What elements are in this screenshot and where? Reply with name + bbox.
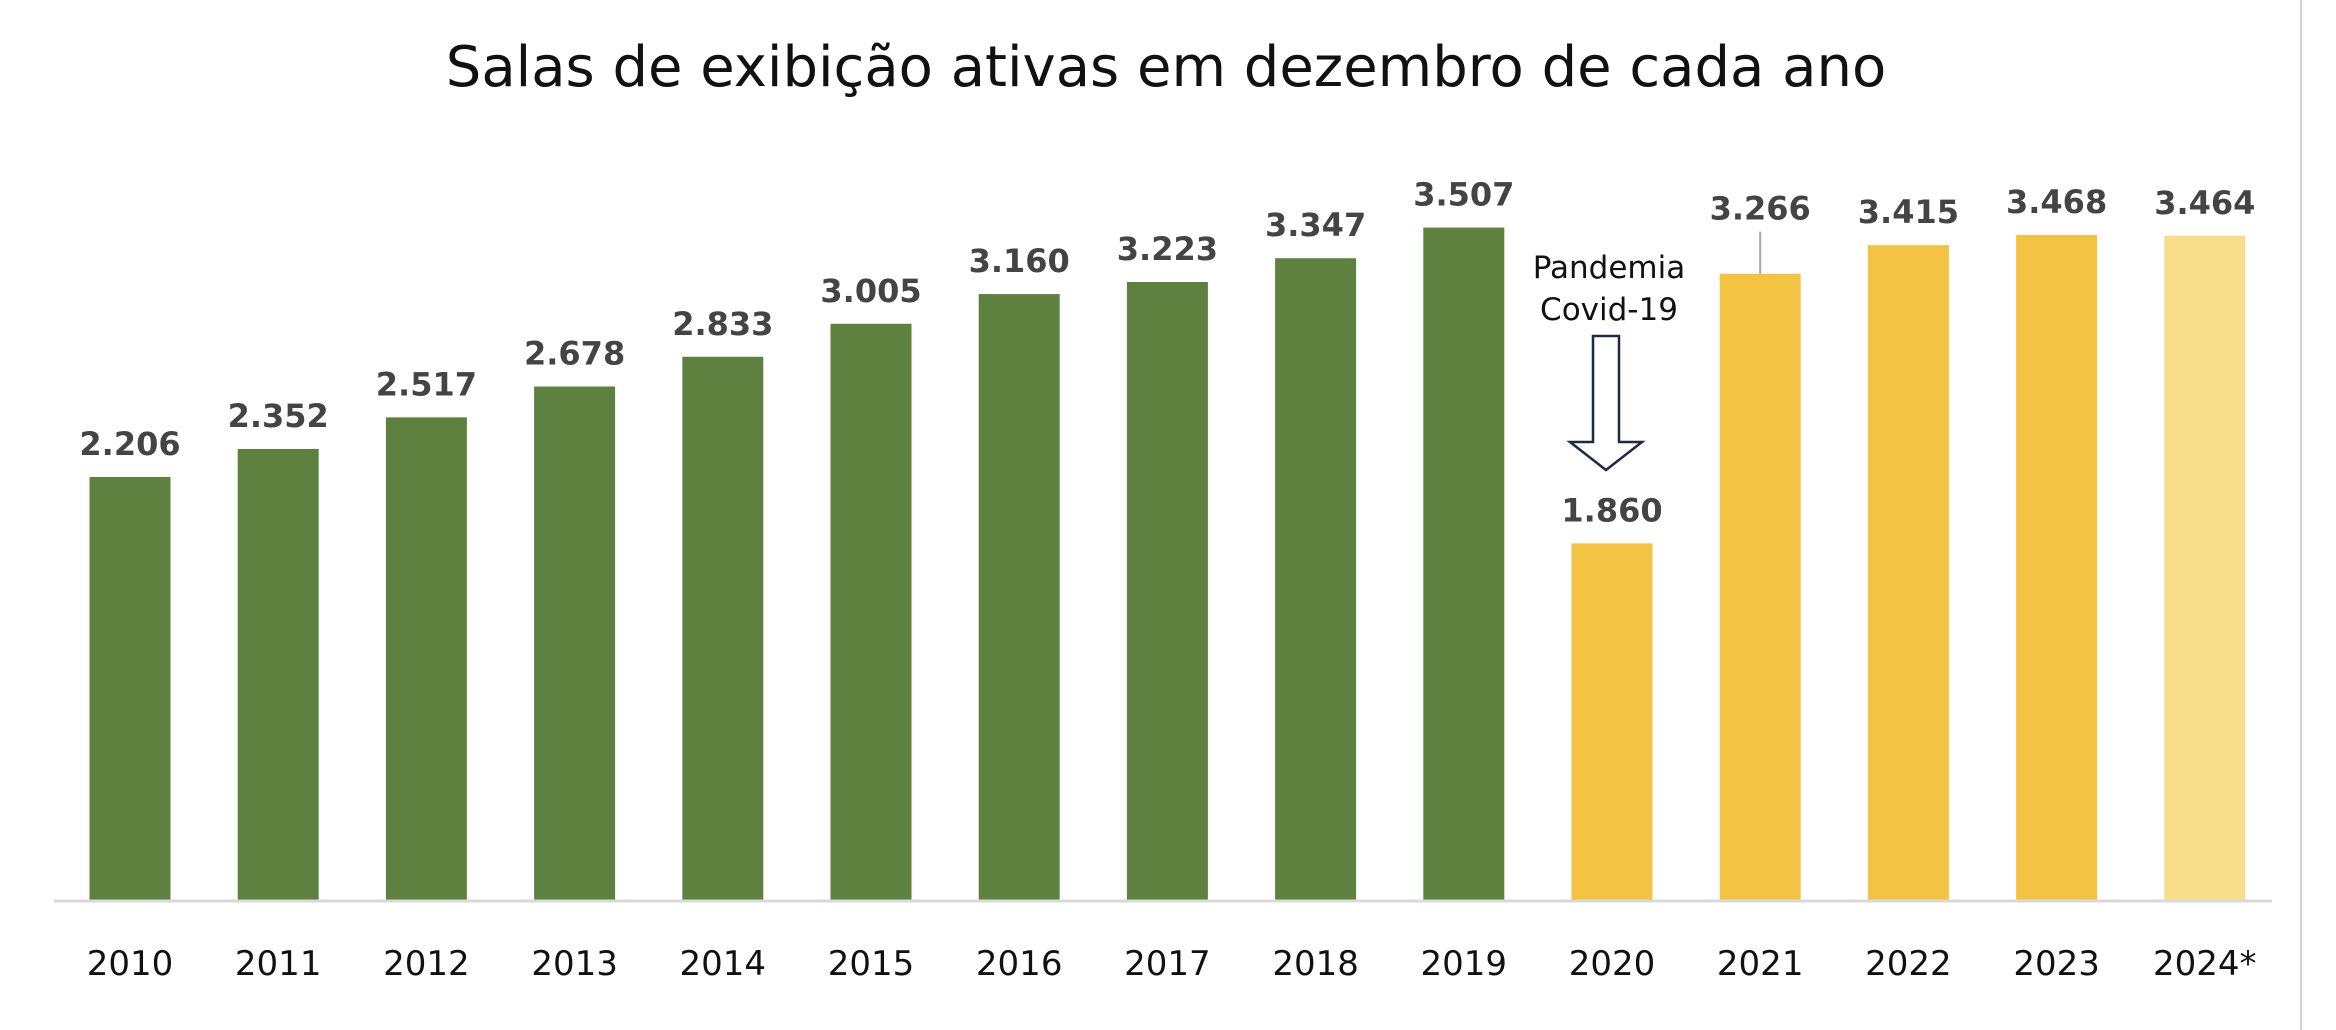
bar-2013	[534, 386, 616, 900]
x-tick-label: 2023	[2013, 944, 2100, 984]
x-tick-label: 2018	[1272, 944, 1359, 984]
bar-2022	[1867, 245, 1949, 900]
x-tick-label: 2024*	[2153, 944, 2257, 984]
bar-2010	[89, 477, 171, 900]
bar-2021	[1719, 273, 1801, 900]
data-label: 3.223	[1117, 230, 1218, 268]
x-tick-label: 2012	[383, 944, 470, 984]
bar-2012	[385, 417, 467, 900]
bar-2017	[1126, 281, 1208, 900]
data-label: 3.266	[1710, 190, 1811, 228]
data-label: 2.517	[376, 365, 477, 403]
x-tick-label: 2020	[1569, 944, 1656, 984]
data-label: 2.206	[79, 425, 180, 463]
data-label: 3.468	[2006, 183, 2107, 221]
bar-2024*	[2164, 235, 2246, 900]
bar-2011	[237, 449, 319, 900]
x-tick-label: 2017	[1124, 944, 1211, 984]
annotation-line-1: Pandemia	[1533, 250, 1686, 286]
down-arrow-icon	[1566, 334, 1646, 472]
data-label: 3.160	[969, 242, 1070, 280]
x-tick-label: 2022	[1865, 944, 1952, 984]
x-tick-label: 2021	[1717, 944, 1804, 984]
chart-title: Salas de exibição ativas em dezembro de …	[446, 35, 1886, 100]
x-tick-label: 2015	[828, 944, 915, 984]
bar-2020	[1571, 543, 1653, 900]
x-tick-label: 2011	[235, 944, 322, 984]
data-label: 3.464	[2154, 184, 2255, 222]
bar-2014	[682, 356, 764, 900]
x-tick-label: 2010	[87, 944, 174, 984]
bar-2023	[2016, 235, 2098, 900]
data-label: 2.678	[524, 334, 625, 372]
x-tick-label: 2016	[976, 944, 1063, 984]
annotation-line-2: Covid-19	[1540, 292, 1678, 328]
bar-2015	[830, 323, 912, 900]
x-tick-label: 2014	[680, 944, 767, 984]
x-tick-label: 2019	[1421, 944, 1508, 984]
data-label: 1.860	[1561, 491, 1662, 529]
data-label: 3.347	[1265, 206, 1366, 244]
bar-2016	[978, 294, 1060, 901]
data-label: 2.833	[672, 305, 773, 343]
data-label: 2.352	[228, 397, 329, 435]
x-tick-label: 2013	[531, 944, 618, 984]
bar-2019	[1423, 227, 1505, 900]
bar-2018	[1275, 258, 1357, 900]
data-label: 3.507	[1413, 176, 1514, 214]
data-label: 3.415	[1858, 193, 1959, 231]
covid-annotation: Pandemia Covid-19	[1533, 250, 1686, 472]
data-label: 3.005	[820, 272, 921, 310]
